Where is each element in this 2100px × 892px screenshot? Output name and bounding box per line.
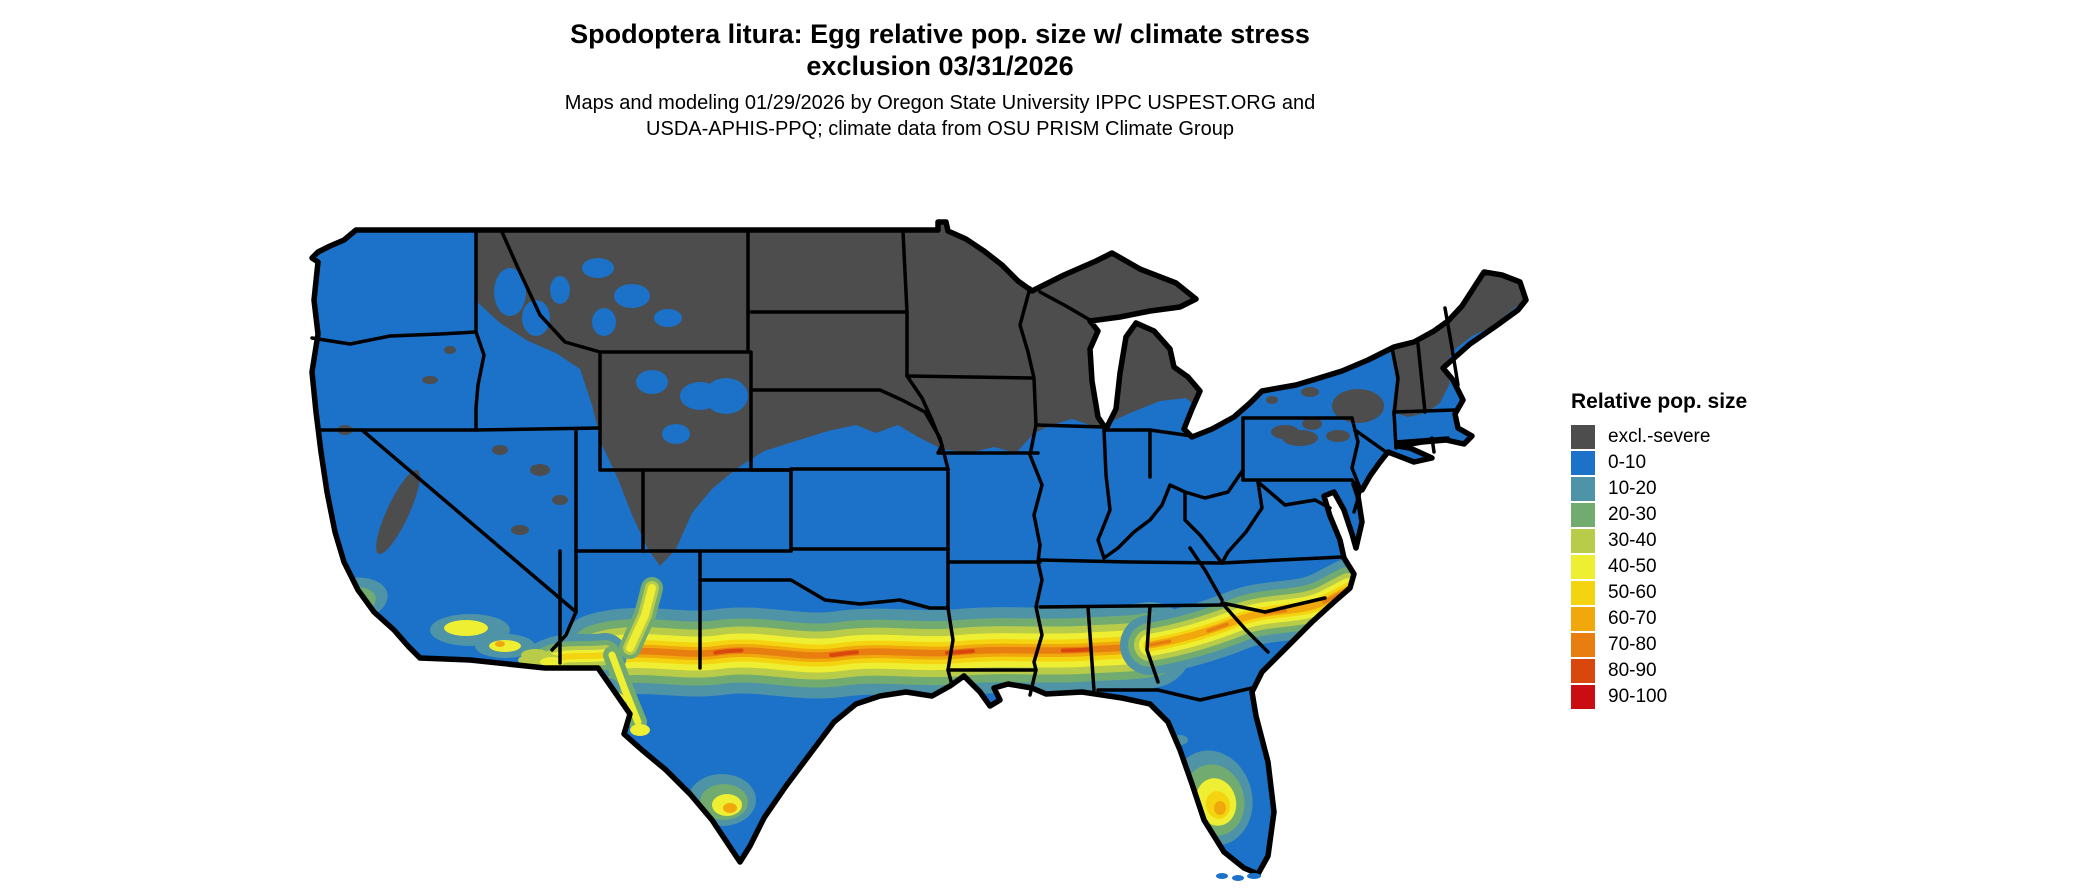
page-subtitle: Maps and modeling 01/29/2026 by Oregon S… xyxy=(240,90,1640,142)
arizona-new-mexico-patches xyxy=(430,614,564,667)
legend-item: 10-20 xyxy=(1571,477,1747,501)
map-legend: Relative pop. size excl.-severe 0-10 10-20… xyxy=(1571,390,1747,711)
legend-item: excl.-severe xyxy=(1571,425,1747,449)
legend-item: 40-50 xyxy=(1571,555,1747,579)
legend-label: 90-100 xyxy=(1608,686,1668,707)
legend-label: 10-20 xyxy=(1608,478,1657,499)
state-borders xyxy=(310,230,1460,702)
legend-label: excl.-severe xyxy=(1608,426,1711,447)
legend-swatch xyxy=(1571,503,1595,527)
excluded-patches-northeast xyxy=(1266,387,1384,446)
legend-swatch xyxy=(1571,659,1595,683)
legend-item: 50-60 xyxy=(1571,581,1747,605)
excluded-region-northeast xyxy=(1390,271,1526,417)
excluded-patches-west xyxy=(337,346,568,554)
legend-item: 0-10 xyxy=(1571,451,1747,475)
legend-swatch xyxy=(1571,581,1595,605)
legend-swatch xyxy=(1571,477,1595,501)
title-line-1: Spodoptera litura: Egg relative pop. siz… xyxy=(570,19,1310,49)
legend-item: 20-30 xyxy=(1571,503,1747,527)
legend-label: 40-50 xyxy=(1608,556,1657,577)
legend-item: 80-90 xyxy=(1571,659,1747,683)
florida-keys xyxy=(1216,873,1261,881)
title-line-2: exclusion 03/31/2026 xyxy=(806,51,1074,81)
legend-swatch xyxy=(1571,555,1595,579)
legend-items: excl.-severe 0-10 10-20 20-30 30-40 40-50 50-6… xyxy=(1571,425,1747,709)
legend-label: 0-10 xyxy=(1608,452,1647,473)
legend-swatch xyxy=(1571,685,1595,709)
legend-label: 30-40 xyxy=(1608,530,1657,551)
subtitle-line-1: Maps and modeling 01/29/2026 by Oregon S… xyxy=(564,92,1316,114)
legend-item: 90-100 xyxy=(1571,685,1747,709)
legend-swatch xyxy=(1571,425,1595,449)
legend-label: 70-80 xyxy=(1608,634,1657,655)
legend-swatch xyxy=(1571,607,1595,631)
legend-label: 50-60 xyxy=(1608,582,1657,603)
subtitle-line-2: USDA-APHIS-PPQ; climate data from OSU PR… xyxy=(646,118,1234,140)
texas-branches xyxy=(603,577,663,731)
legend-label: 20-30 xyxy=(1608,504,1657,525)
legend-title: Relative pop. size xyxy=(1571,390,1748,413)
legend-swatch xyxy=(1571,633,1595,657)
legend-item: 70-80 xyxy=(1571,633,1747,657)
excluded-region-blue-valleys xyxy=(494,258,748,444)
legend-item: 60-70 xyxy=(1571,607,1747,631)
south-band-main xyxy=(600,645,1150,656)
legend-label: 60-70 xyxy=(1608,608,1657,629)
page-title: Spodoptera litura: Egg relative pop. siz… xyxy=(240,18,1640,82)
legend-swatch xyxy=(1571,451,1595,475)
legend-item: 30-40 xyxy=(1571,529,1747,553)
legend-swatch xyxy=(1571,529,1595,553)
legend-label: 80-90 xyxy=(1608,660,1657,681)
